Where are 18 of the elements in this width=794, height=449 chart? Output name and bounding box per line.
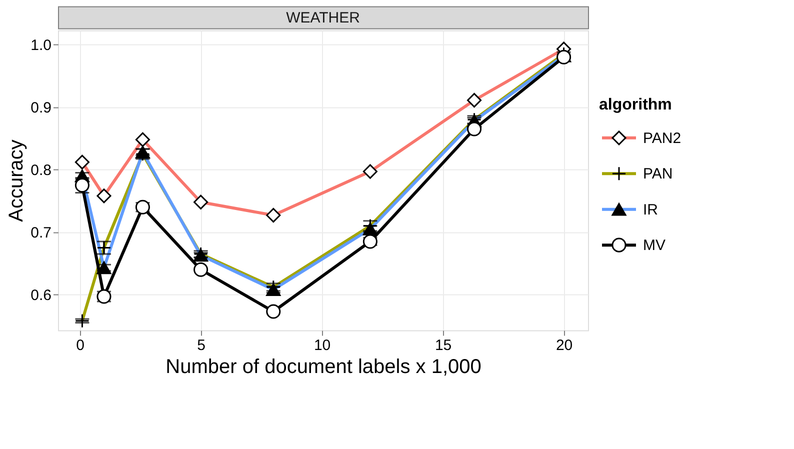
legend-label: IR [643,201,658,218]
x-tick-label: 20 [556,336,573,354]
legend-title: algorithm [599,96,672,114]
legend-label: PAN2 [643,130,682,147]
legend-label: PAN [643,166,673,183]
y-tick-label: 0.9 [30,100,52,117]
y-tick-label: 1.0 [30,37,52,54]
legend-label: MV [643,237,666,254]
y-axis-title: Accuracy [6,140,28,222]
x-tick-label: 10 [314,336,331,354]
x-tick-label: 5 [197,336,206,354]
y-tick-label: 0.7 [30,224,52,242]
x-axis-title: Number of document labels x 1,000 [166,356,482,378]
x-tick-label: 0 [76,336,84,354]
y-tick-label: 0.6 [30,287,52,304]
x-tick-label: 15 [434,336,452,354]
y-tick-label: 0.8 [30,162,52,180]
chart-title: WEATHER [286,9,360,26]
